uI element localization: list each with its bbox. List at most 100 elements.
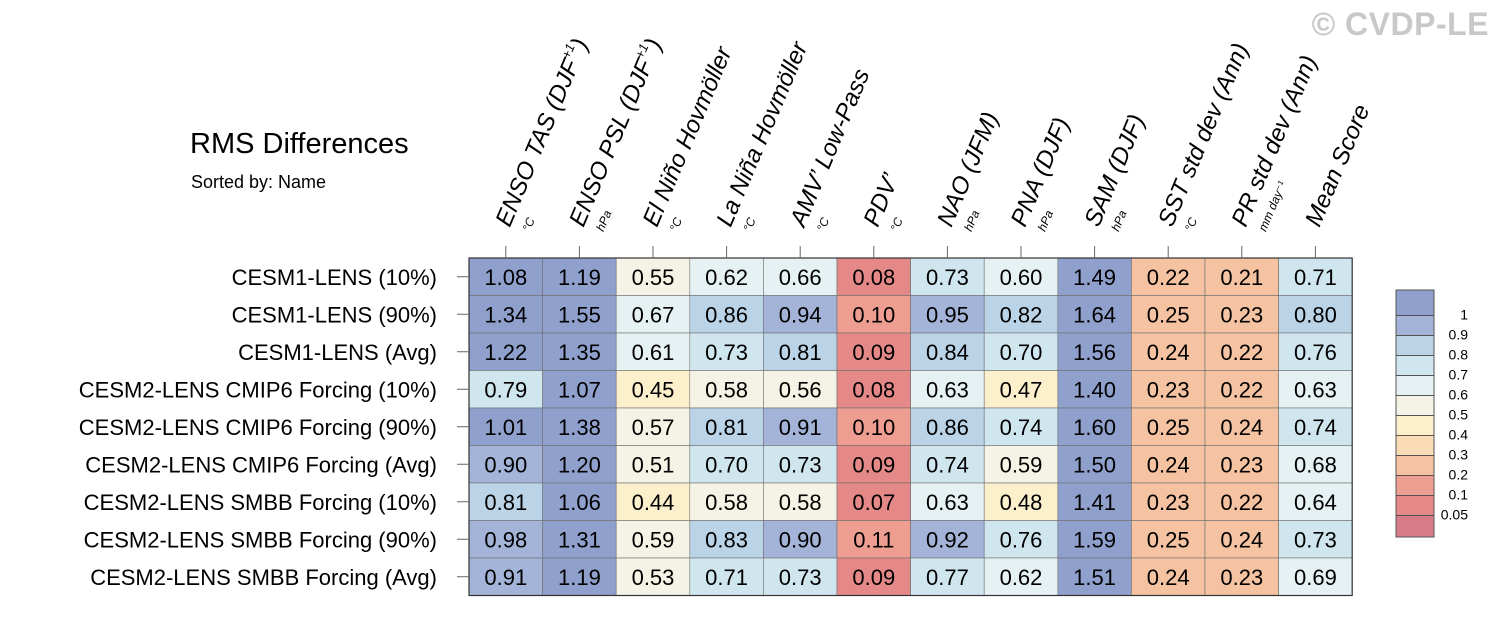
colorbar-label: 0.5	[1449, 407, 1469, 423]
cell-value: 0.76	[1294, 340, 1337, 365]
cell-value: 0.23	[1220, 302, 1263, 327]
cell-value: 0.22	[1220, 377, 1263, 402]
cell-value: 0.94	[779, 302, 822, 327]
colorbar-bin	[1395, 395, 1435, 416]
heatmap-cell	[1204, 520, 1279, 559]
cell-value: 0.79	[484, 377, 527, 402]
heatmap-cell	[1204, 295, 1279, 334]
heatmap-cell	[910, 332, 985, 371]
heatmap-cell	[542, 482, 617, 521]
colorbar-bin	[1395, 515, 1435, 538]
cell-value: 0.10	[852, 302, 895, 327]
cell-value: 0.92	[926, 527, 969, 552]
cell-value: 0.58	[779, 490, 822, 515]
heatmap-cell	[1057, 332, 1132, 371]
cell-value: 1.51	[1073, 565, 1116, 590]
cell-value: 0.59	[1000, 452, 1043, 477]
column-unit: °C	[520, 215, 538, 233]
heatmap-cell	[1057, 520, 1132, 559]
heatmap-cell	[763, 482, 838, 521]
heatmap-cell	[836, 370, 911, 409]
row-label: CESM1-LENS (10%)	[232, 265, 437, 290]
cell-value: 0.73	[779, 565, 822, 590]
cell-value: 0.23	[1220, 452, 1263, 477]
cell-value: 0.44	[632, 490, 675, 515]
cell-value: 0.95	[926, 302, 969, 327]
heatmap-cell	[689, 482, 764, 521]
cell-value: 1.59	[1073, 527, 1116, 552]
heatmap-cell	[1131, 370, 1206, 409]
row-label: CESM2-LENS CMIP6 Forcing (Avg)	[85, 452, 437, 477]
heatmap-cell	[615, 557, 691, 596]
column-label: Mean Score	[1300, 101, 1375, 231]
heatmap-cell	[836, 557, 911, 596]
heatmap-cell	[836, 332, 911, 371]
cell-value: 0.22	[1220, 340, 1263, 365]
colorbar-label: 0.8	[1449, 347, 1469, 363]
column-unit: °C	[667, 215, 685, 233]
cell-value: 0.82	[1000, 302, 1043, 327]
heatmap-cell	[763, 407, 838, 446]
heatmap-cell	[1278, 295, 1353, 334]
cell-value: 0.90	[484, 452, 527, 477]
heatmap-cell	[1278, 257, 1353, 296]
cell-value: 0.58	[705, 490, 748, 515]
cell-value: 0.83	[705, 527, 748, 552]
heatmap-cell	[1278, 332, 1353, 371]
heatmap-cell	[689, 332, 764, 371]
heatmap-cell	[1057, 482, 1132, 521]
cell-value: 1.31	[558, 527, 601, 552]
colorbar-label: 0.2	[1449, 467, 1469, 483]
cell-value: 0.91	[484, 565, 527, 590]
heatmap-cell	[542, 257, 617, 296]
row-label: CESM2-LENS CMIP6 Forcing (90%)	[79, 415, 437, 440]
cell-value: 0.08	[852, 265, 895, 290]
cell-value: 0.62	[705, 265, 748, 290]
heatmap-cell	[542, 557, 617, 596]
cell-value: 0.73	[779, 452, 822, 477]
cell-value: 0.76	[1000, 527, 1043, 552]
colorbar-bin	[1395, 335, 1435, 356]
row-label: CESM1-LENS (Avg)	[238, 340, 437, 365]
cell-value: 0.24	[1147, 565, 1190, 590]
heatmap-cell	[910, 370, 985, 409]
cell-value: 0.09	[852, 340, 895, 365]
colorbar-bin	[1395, 355, 1435, 376]
heatmap-cell	[1204, 407, 1279, 446]
colorbar-label: 0.1	[1449, 487, 1469, 503]
cell-value: 0.80	[1294, 302, 1337, 327]
cell-value: 1.50	[1073, 452, 1116, 477]
cell-value: 0.09	[852, 565, 895, 590]
cell-value: 0.74	[1294, 415, 1337, 440]
cell-value: 0.56	[779, 377, 822, 402]
cell-value: 0.23	[1147, 377, 1190, 402]
cell-value: 1.19	[558, 265, 601, 290]
heatmap-cell	[763, 295, 838, 334]
heatmap-cell	[763, 557, 838, 596]
cell-value: 0.74	[926, 452, 969, 477]
heatmap-cell	[1131, 332, 1206, 371]
cell-value: 1.22	[484, 340, 527, 365]
cell-value: 0.71	[705, 565, 748, 590]
column-header: PNA (DJF)hPa	[1006, 114, 1076, 233]
heatmap-cell	[1057, 445, 1132, 484]
heatmap-cell	[1131, 557, 1206, 596]
cell-value: 0.25	[1147, 302, 1190, 327]
row-label: CESM2-LENS SMBB Forcing (10%)	[84, 490, 437, 515]
cell-value: 0.66	[779, 265, 822, 290]
cell-value: 0.59	[632, 527, 675, 552]
cell-value: 0.74	[1000, 415, 1043, 440]
cell-value: 1.06	[558, 490, 601, 515]
heatmap-cell	[615, 482, 691, 521]
colorbar-label: 1	[1460, 307, 1468, 323]
heatmap-cell	[1131, 482, 1206, 521]
colorbar-bin	[1395, 315, 1435, 336]
cell-value: 0.71	[1294, 265, 1337, 290]
column-unit: °C	[814, 215, 832, 233]
colorbar-label: 0.3	[1449, 447, 1469, 463]
colorbar-bin	[1395, 375, 1435, 396]
cell-value: 0.73	[926, 265, 969, 290]
heatmap-cell	[1131, 445, 1206, 484]
column-label-superscript: +1	[632, 41, 652, 61]
chart-subtitle: Sorted by: Name	[191, 172, 327, 192]
